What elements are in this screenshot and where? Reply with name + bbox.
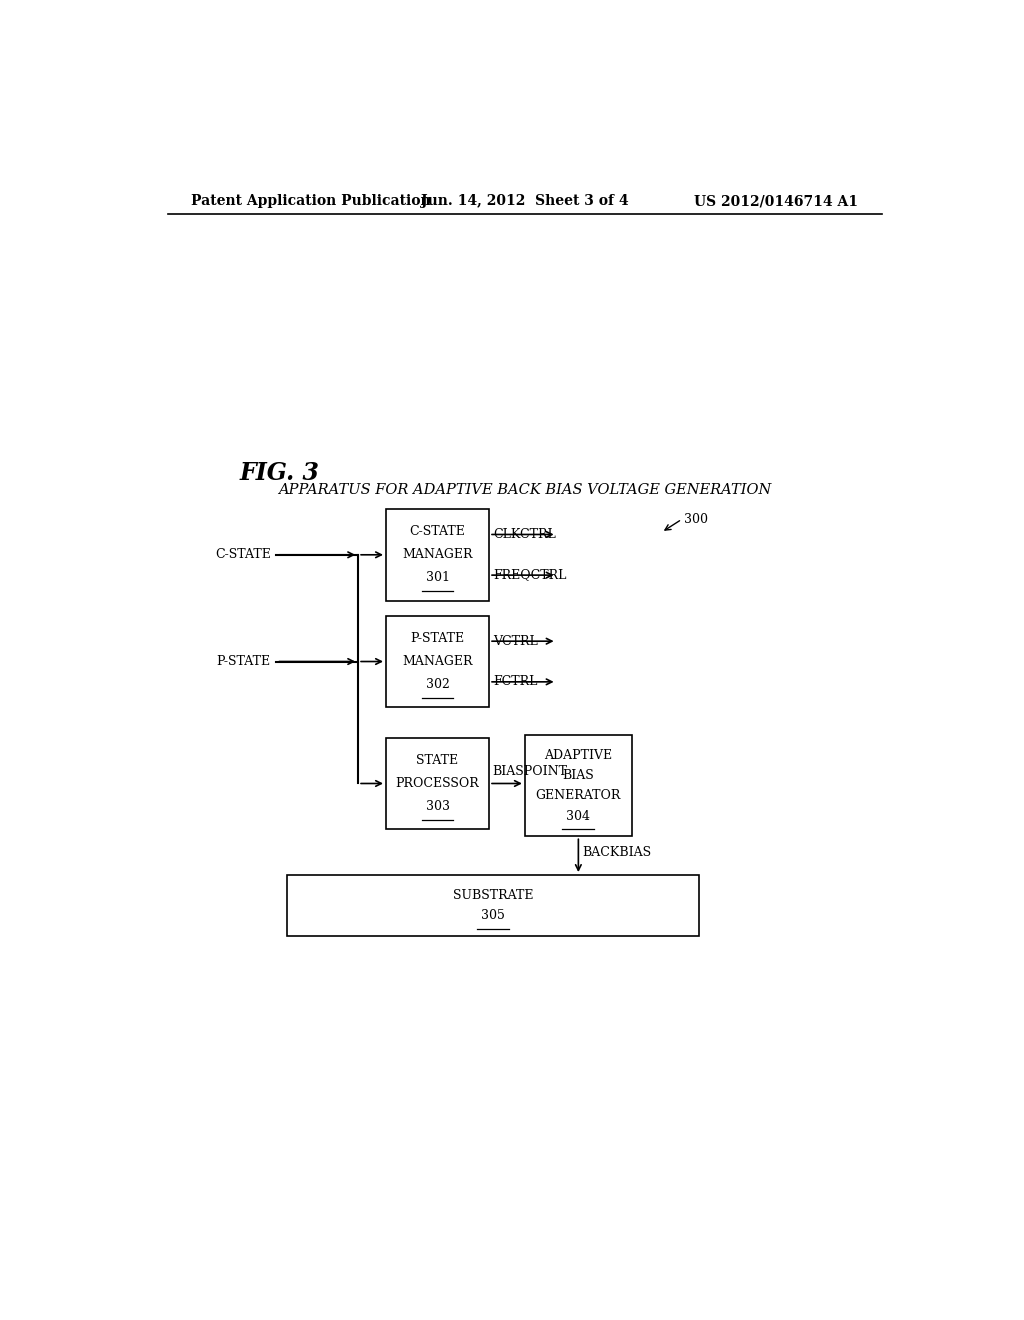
Text: CLKCTRL: CLKCTRL	[494, 528, 556, 541]
Bar	[386, 510, 489, 601]
Text: C-STATE: C-STATE	[410, 525, 466, 539]
Text: Patent Application Publication: Patent Application Publication	[191, 194, 431, 209]
Text: SUBSTRATE: SUBSTRATE	[453, 888, 534, 902]
Text: C-STATE: C-STATE	[215, 548, 270, 561]
Text: FCTRL: FCTRL	[494, 676, 538, 688]
Bar	[386, 615, 489, 708]
Text: FIG. 3: FIG. 3	[240, 462, 319, 486]
Text: ADAPTIVE: ADAPTIVE	[545, 748, 612, 762]
Text: 303: 303	[426, 800, 450, 813]
Text: GENERATOR: GENERATOR	[536, 789, 621, 803]
Text: BACKBIAS: BACKBIAS	[583, 846, 651, 859]
Text: US 2012/0146714 A1: US 2012/0146714 A1	[694, 194, 858, 209]
Text: FREQCTRL: FREQCTRL	[494, 569, 566, 582]
Text: 302: 302	[426, 678, 450, 690]
Text: VCTRL: VCTRL	[494, 635, 538, 648]
Text: 300: 300	[684, 512, 708, 525]
Bar	[524, 735, 632, 837]
Text: Jun. 14, 2012  Sheet 3 of 4: Jun. 14, 2012 Sheet 3 of 4	[421, 194, 629, 209]
Text: STATE: STATE	[417, 754, 459, 767]
Text: 305: 305	[481, 909, 505, 923]
Text: MANAGER: MANAGER	[402, 548, 473, 561]
Text: MANAGER: MANAGER	[402, 655, 473, 668]
Text: BIASPOINT: BIASPOINT	[493, 764, 567, 777]
Text: P-STATE: P-STATE	[411, 632, 465, 645]
Bar	[287, 875, 699, 936]
Text: PROCESSOR: PROCESSOR	[395, 777, 479, 789]
Bar	[386, 738, 489, 829]
Text: APPARATUS FOR ADAPTIVE BACK BIAS VOLTAGE GENERATION: APPARATUS FOR ADAPTIVE BACK BIAS VOLTAGE…	[279, 483, 771, 496]
Text: 304: 304	[566, 809, 591, 822]
Text: BIAS: BIAS	[562, 768, 594, 781]
Text: P-STATE: P-STATE	[217, 655, 270, 668]
Text: 301: 301	[426, 572, 450, 585]
